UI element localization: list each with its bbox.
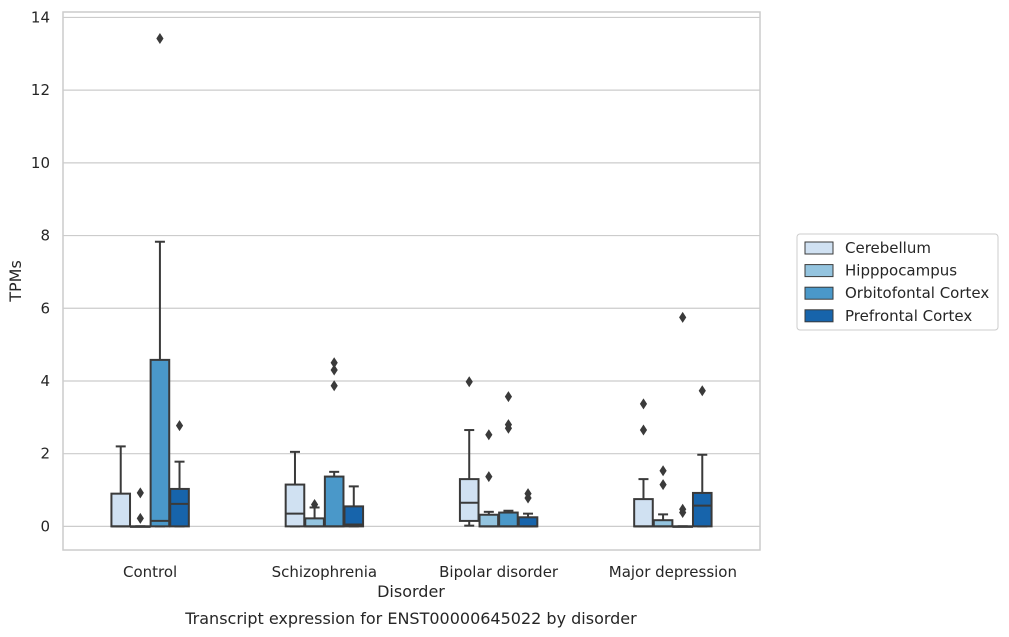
box-1-3 (343, 485, 365, 528)
x-tick-label: Schizophrenia (272, 563, 377, 581)
box-0-2 (149, 33, 171, 528)
box-2-0 (458, 376, 480, 527)
legend-label: Cerebellum (845, 239, 931, 257)
outlier-point (310, 499, 319, 511)
box-1-2 (323, 357, 345, 528)
outlier-point (659, 479, 667, 491)
box-body (691, 491, 713, 528)
outlier-point (679, 503, 687, 515)
y-tick-label: 10 (31, 154, 50, 172)
box-body (304, 517, 325, 528)
box-3-3 (691, 385, 713, 528)
box-body (517, 516, 539, 528)
outlier-point (698, 385, 706, 397)
y-tick-label: 8 (40, 227, 50, 245)
legend-swatch (804, 309, 834, 323)
legend-swatch (804, 286, 834, 300)
legend-label: Orbitofontal Cortex (845, 284, 989, 302)
outlier-point (659, 465, 667, 477)
box-body (498, 511, 519, 528)
y-tick-label: 4 (40, 372, 50, 390)
y-tick-label: 0 (40, 517, 50, 535)
legend-swatch (804, 241, 834, 255)
legend-frame (796, 233, 999, 331)
y-tick-label: 14 (31, 8, 50, 26)
box-0-3 (169, 420, 190, 528)
x-tick-label: Control (123, 563, 177, 581)
outlier-point (136, 487, 144, 499)
x-tick-labels: Control Schizophrenia Bipolar disorder Majo… (123, 563, 737, 581)
box-body (458, 478, 480, 522)
outlier-point (639, 398, 648, 410)
legend-label: Hipppocampus (845, 262, 957, 280)
outlier-point (465, 376, 473, 388)
outlier-point (156, 33, 164, 45)
x-axis-label: Disorder (377, 582, 445, 601)
box-1-0 (284, 450, 306, 528)
chart-caption: Transcript expression for ENST0000064502… (184, 609, 637, 628)
y-tick-label: 6 (40, 299, 50, 317)
box-3-0 (633, 398, 654, 528)
y-axis-label: TPMs (6, 260, 25, 303)
y-tick-labels: 0 2 4 6 8 10 12 14 (31, 8, 50, 535)
box-body (284, 483, 306, 528)
box-3-2 (672, 311, 693, 528)
x-tick-label: Major depression (609, 563, 737, 581)
outlier-point (504, 391, 513, 403)
outlier-point (485, 429, 493, 441)
box-body (343, 505, 365, 528)
box-series (110, 33, 713, 528)
box-2-3 (517, 488, 539, 528)
y-tick-label: 12 (31, 81, 50, 99)
box-body (149, 358, 171, 528)
outlier-point (175, 420, 184, 432)
box-body (323, 475, 345, 528)
legend: Cerebellum Hipppocampus Orbitofontal Corte… (796, 233, 999, 331)
legend-label: Prefrontal Cortex (845, 307, 972, 325)
outlier-point (330, 380, 338, 392)
box-3-1 (652, 465, 674, 528)
y-tick-label: 2 (40, 445, 50, 463)
box-body (110, 492, 132, 528)
box-0-1 (130, 487, 151, 528)
outlier-point (330, 364, 338, 376)
outlier-point (485, 471, 493, 483)
plot-area (63, 12, 760, 550)
x-tick-label: Bipolar disorder (439, 563, 559, 581)
legend-swatch (804, 264, 834, 278)
outlier-point (504, 419, 513, 431)
outlier-point (639, 424, 648, 436)
box-body (633, 498, 654, 528)
plot-frame (62, 11, 761, 551)
outlier-point (136, 512, 144, 524)
box-body (478, 513, 500, 528)
box-2-1 (478, 429, 500, 528)
box-0-0 (110, 445, 132, 528)
outlier-point (524, 488, 532, 500)
box-body (169, 487, 190, 528)
outlier-point (679, 311, 687, 323)
outlier-point (330, 357, 338, 369)
